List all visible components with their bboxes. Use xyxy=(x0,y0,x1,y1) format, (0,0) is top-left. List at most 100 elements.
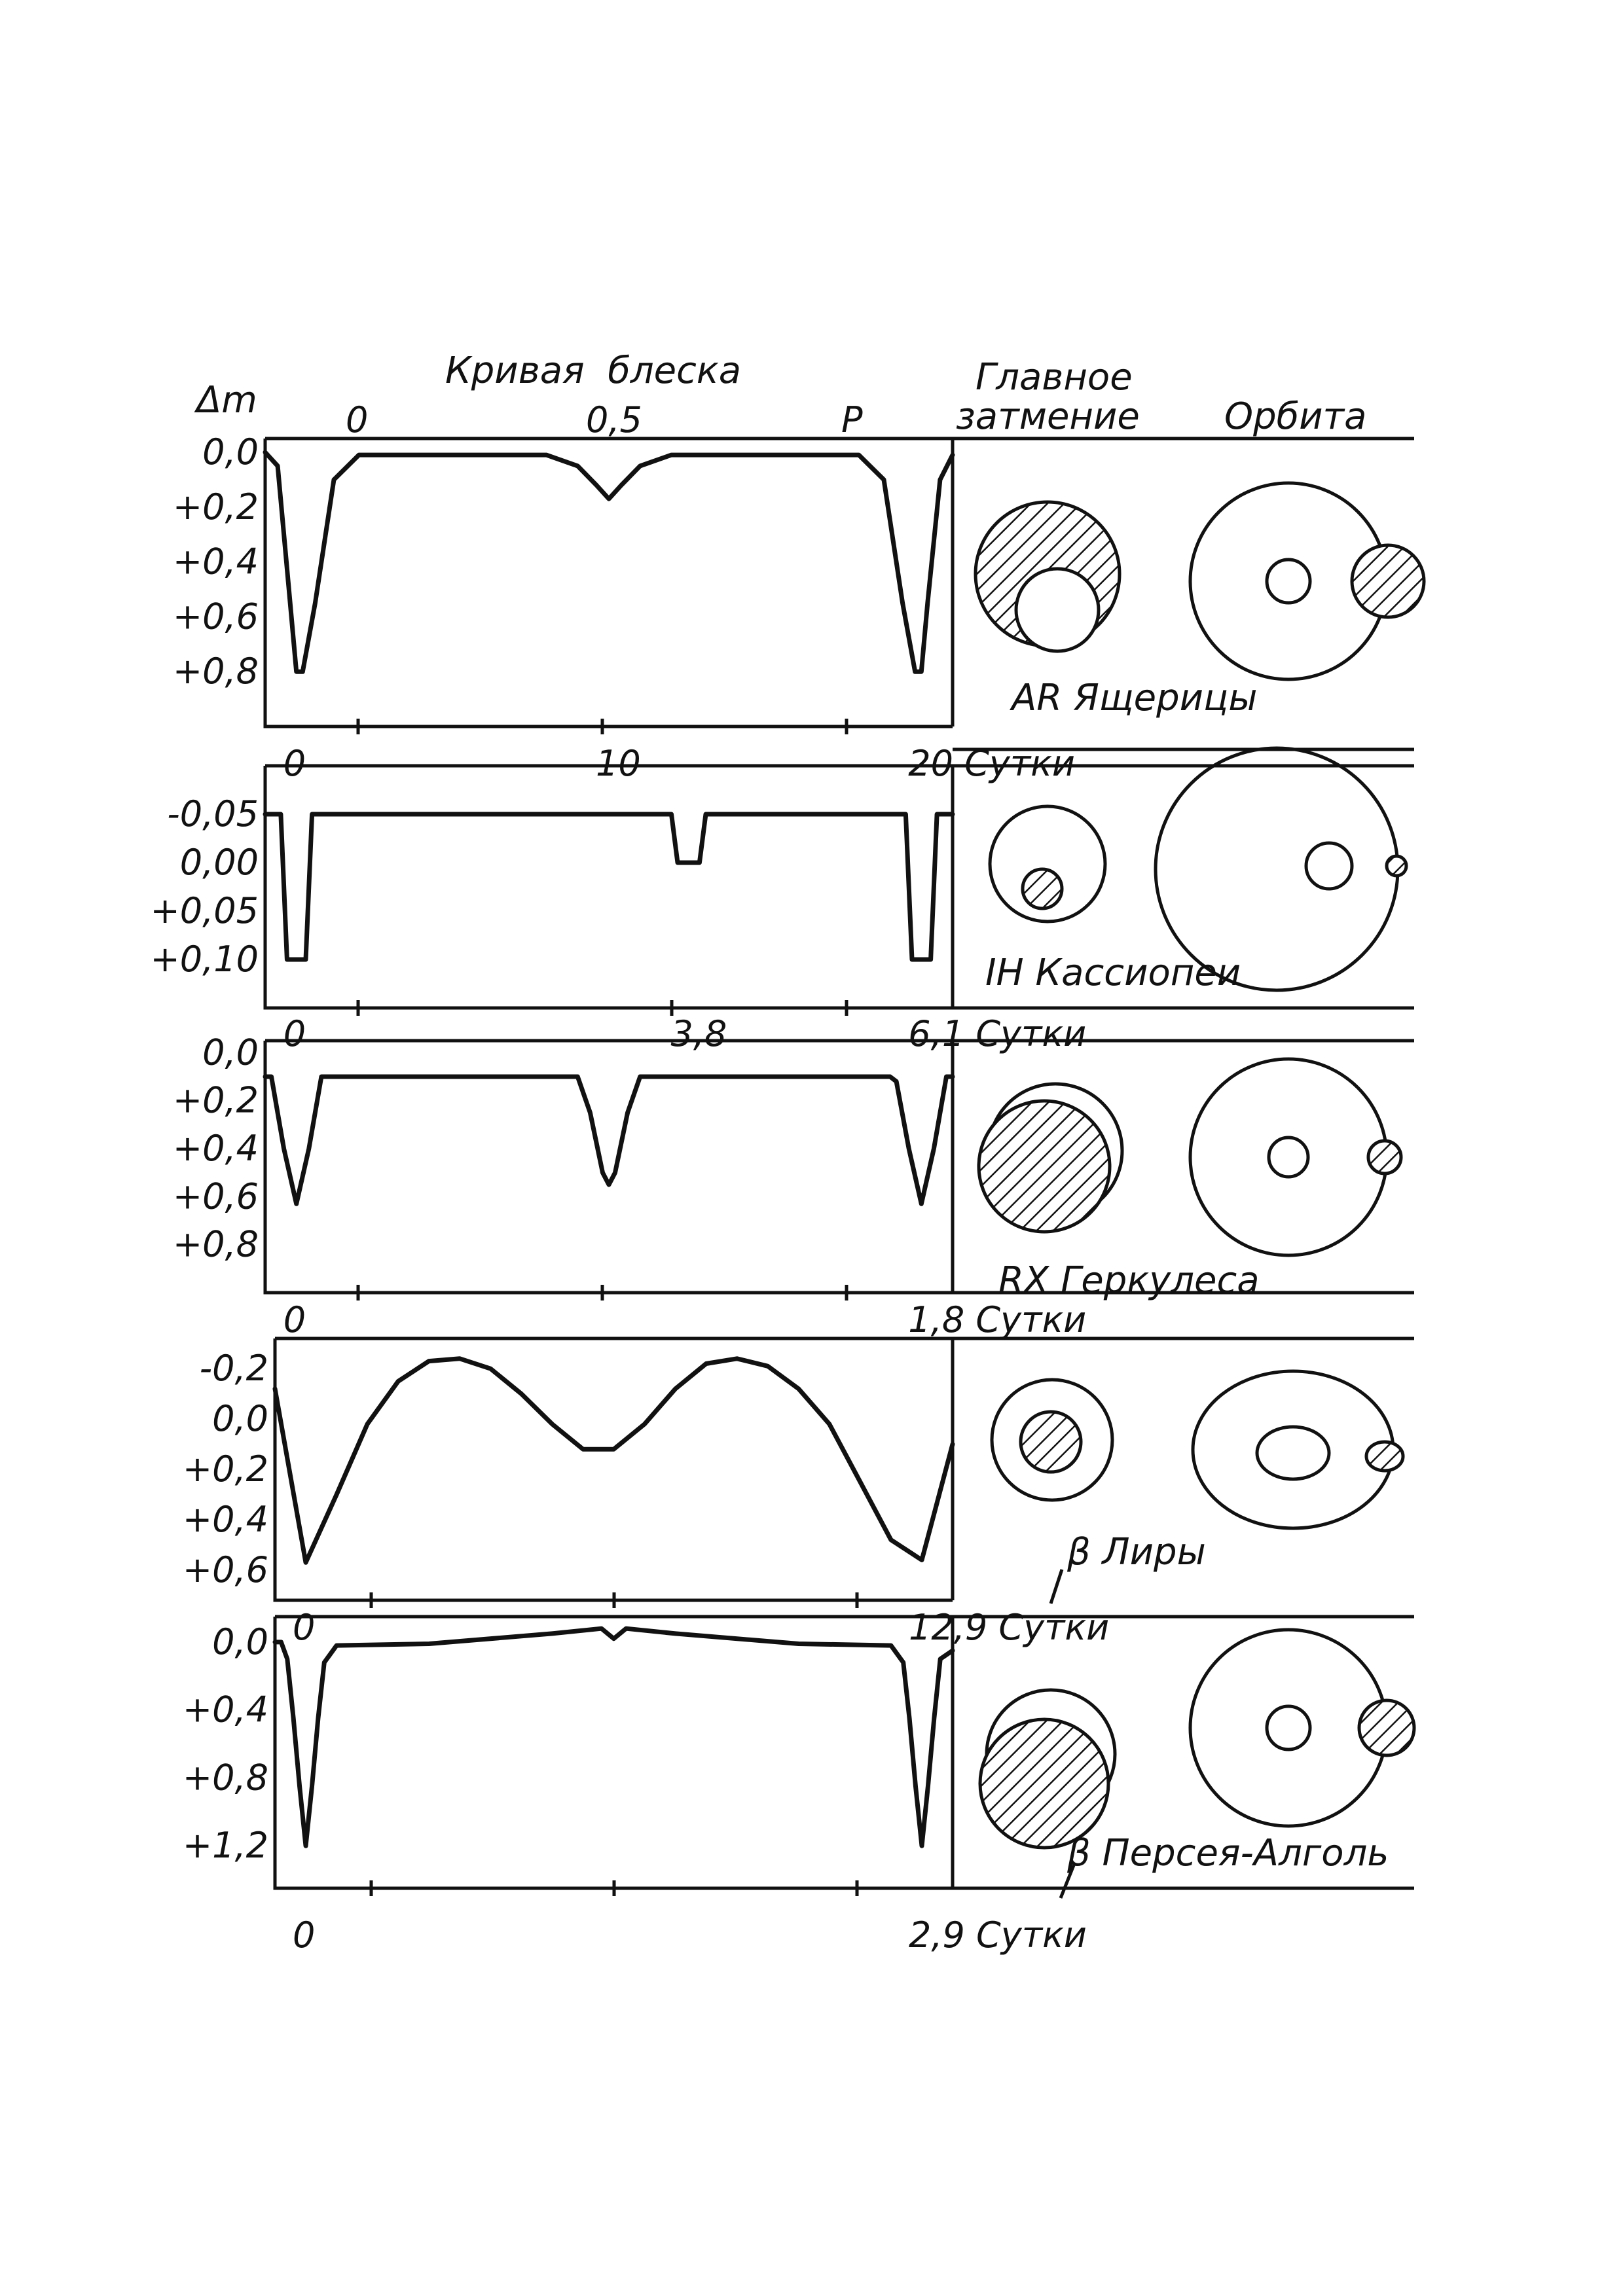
x-tick-label: 0 xyxy=(293,1607,315,1648)
x-tick-label: 6,1 Сутки xyxy=(908,1013,1086,1054)
y-tick-label: +0,05 xyxy=(151,890,259,931)
primary-eclipse-diagram xyxy=(977,1082,1124,1234)
x-tick-marks xyxy=(369,1592,859,1608)
light-curve-line xyxy=(263,450,955,674)
eclipsing-star xyxy=(1019,1410,1083,1474)
y-tick-label: +0,2 xyxy=(173,1080,259,1121)
phase-tick-half: 0,5 xyxy=(586,399,642,440)
primary-eclipse-diagram xyxy=(978,1688,1117,1850)
companion-star xyxy=(1350,543,1426,619)
light-curve-line xyxy=(263,812,955,962)
y-tick-label: +0,6 xyxy=(173,596,259,637)
x-tick-label: 2,9 Сутки xyxy=(909,1914,1087,1956)
eclipse-title-line1: Главное xyxy=(976,356,1133,399)
y-axis-label: Δm xyxy=(194,379,257,422)
y-tick-label: +0,10 xyxy=(151,939,259,980)
x-tick-labels: 0 3,8 6,1 Сутки xyxy=(283,1013,1086,1054)
primary-star xyxy=(1265,558,1312,605)
x-tick-labels: 0 2,9 Сутки xyxy=(293,1914,1087,1956)
x-tick-label: 0 xyxy=(283,1013,306,1054)
y-tick-labels: 0,0 +0,2 +0,4 +0,6 +0,8 xyxy=(173,1031,259,1265)
phase-tick-period: P xyxy=(841,399,863,440)
eclipsing-star xyxy=(978,1717,1110,1850)
x-tick-marks xyxy=(356,719,848,734)
y-tick-label: -0,2 xyxy=(200,1348,268,1389)
plot-frame xyxy=(263,764,955,1010)
light-curve-line xyxy=(272,1626,955,1848)
light-curve-line xyxy=(272,1356,955,1565)
y-tick-label: 0,00 xyxy=(180,842,259,883)
x-tick-label: 10 xyxy=(596,743,641,784)
primary-eclipse-diagram xyxy=(974,500,1122,653)
x-tick-label: 0 xyxy=(283,743,306,784)
star-name: β Персея-Алголь xyxy=(1067,1832,1389,1874)
curve-title: Кривая блеска xyxy=(445,350,741,392)
y-tick-label: +0,8 xyxy=(173,1224,259,1265)
eclipsing-star xyxy=(1014,567,1101,653)
plot-frame xyxy=(273,1615,955,1890)
x-tick-labels: 0 12,9 Сутки xyxy=(293,1607,1109,1648)
panel-rx-herculis: 0,0 +0,2 +0,4 +0,6 +0,8 0 1,8 Сутки RX Геркул… xyxy=(173,1031,1414,1340)
x-tick-label: 20 Сутки xyxy=(908,743,1075,784)
panel-ar-lacertae: 0,0 +0,2 +0,4 +0,6 +0,8 0 10 20 Сутки AR Ящери… xyxy=(173,431,1426,784)
star-name: β Лиры xyxy=(1067,1531,1206,1573)
y-tick-label: +0,4 xyxy=(173,541,259,583)
y-tick-label: +0,6 xyxy=(173,1175,259,1217)
primary-star xyxy=(1265,1704,1312,1751)
y-tick-label: +1,2 xyxy=(183,1825,268,1866)
x-tick-marks xyxy=(356,1285,848,1300)
leader-line xyxy=(1059,1865,1076,1899)
star-name: IH Кассиопеи xyxy=(985,952,1241,994)
orbit-diagram xyxy=(1188,481,1426,681)
x-tick-label: 0 xyxy=(293,1914,315,1956)
y-tick-label: +0,4 xyxy=(183,1689,268,1731)
eclipse-title-line2: затмение xyxy=(956,395,1140,438)
y-tick-label: -0,05 xyxy=(167,793,259,834)
y-tick-labels: 0,0 +0,4 +0,8 +1,2 xyxy=(183,1621,268,1866)
y-tick-label: +0,2 xyxy=(183,1448,268,1490)
x-tick-marks xyxy=(369,1880,859,1896)
primary-eclipse-diagram xyxy=(988,804,1107,924)
eclipsed-star xyxy=(988,804,1107,924)
y-tick-label: 0,0 xyxy=(202,1031,259,1073)
star-name: AR Ящерицы xyxy=(1010,677,1257,719)
panel-algol: 0,0 +0,4 +0,8 +1,2 0 2,9 Сутки β Персея-Алго… xyxy=(183,1615,1416,1956)
y-tick-label: 0,0 xyxy=(202,431,259,473)
y-tick-label: 0,0 xyxy=(212,1398,268,1439)
companion-star xyxy=(1357,1698,1416,1757)
y-tick-label: 0,0 xyxy=(212,1621,268,1662)
phase-tick-zero: 0 xyxy=(346,399,368,440)
orbit-diagram xyxy=(1188,1057,1403,1257)
primary-star xyxy=(1267,1136,1310,1179)
eclipsed-star xyxy=(990,1378,1114,1502)
panel-beta-lyrae: -0,2 0,0 +0,2 +0,4 +0,6 0 12,9 Сутки β Лиры xyxy=(183,1336,1414,1648)
y-tick-label: +0,2 xyxy=(173,486,259,528)
orbit-title: Орбита xyxy=(1224,395,1367,438)
x-tick-labels: 0 10 20 Сутки xyxy=(283,743,1075,784)
y-tick-labels: -0,05 0,00 +0,05 +0,10 xyxy=(151,793,259,980)
y-tick-label: +0,6 xyxy=(183,1549,268,1590)
plot-frame xyxy=(273,1336,955,1602)
star-name: RX Геркулеса xyxy=(998,1259,1260,1302)
x-tick-label: 12,9 Сутки xyxy=(909,1607,1109,1648)
y-tick-label: +0,4 xyxy=(173,1128,259,1169)
y-tick-labels: -0,2 0,0 +0,2 +0,4 +0,6 xyxy=(183,1348,268,1590)
y-tick-label: +0,8 xyxy=(173,651,259,692)
leader-line xyxy=(1049,1569,1064,1604)
primary-star xyxy=(1255,1425,1331,1481)
eclipsing-star xyxy=(977,1099,1112,1234)
y-tick-label: +0,8 xyxy=(183,1757,268,1798)
orbit-diagram xyxy=(1191,1369,1405,1530)
orbit-diagram xyxy=(1188,1628,1416,1828)
companion-star xyxy=(1366,1139,1403,1175)
orbit-diagram xyxy=(1154,746,1408,992)
eclipsing-star xyxy=(1021,867,1064,910)
x-tick-labels: 0 1,8 Сутки xyxy=(283,1299,1086,1340)
primary-eclipse-diagram xyxy=(990,1378,1114,1502)
x-tick-label: 0 xyxy=(283,1299,306,1340)
x-tick-marks xyxy=(356,1000,848,1016)
plot-frame xyxy=(263,437,955,728)
companion-star xyxy=(1364,1440,1405,1473)
plot-frame xyxy=(263,1039,955,1295)
